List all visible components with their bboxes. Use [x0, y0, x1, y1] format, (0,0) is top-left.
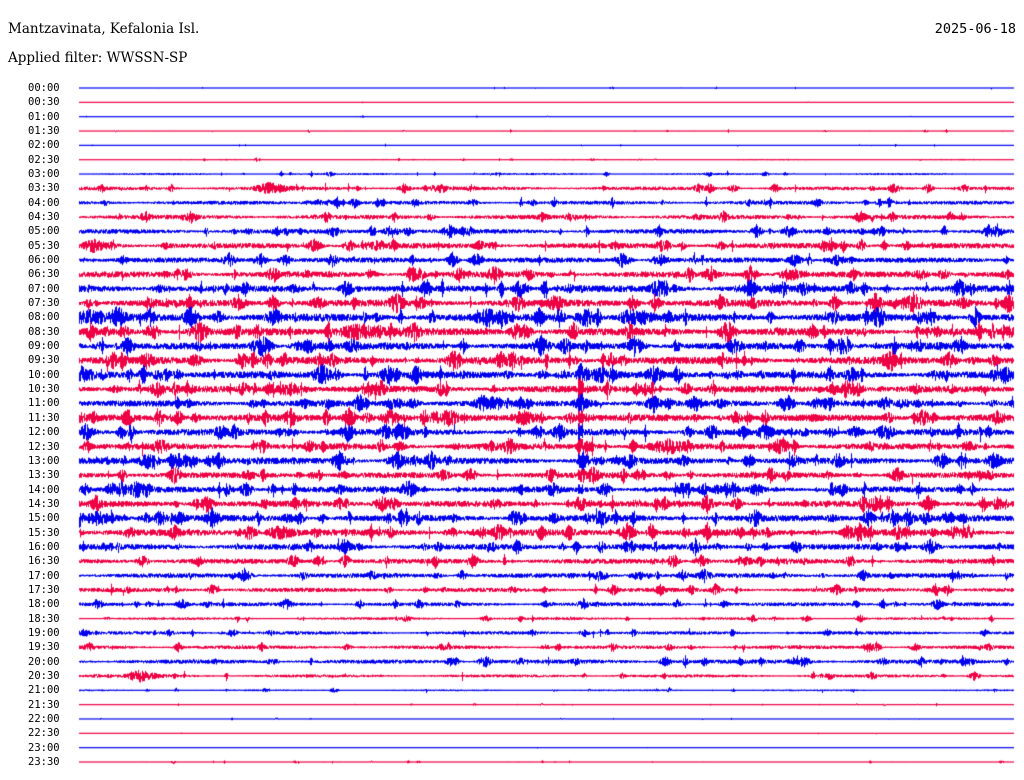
record-date: 2025-06-18: [934, 21, 1016, 37]
time-row-label: 11:00: [28, 397, 60, 410]
time-row-label: 06:00: [28, 254, 60, 267]
time-row-label: 17:00: [28, 569, 60, 582]
time-row-label: 16:00: [28, 540, 60, 553]
time-row-label: 03:00: [28, 168, 60, 181]
time-row-label: 19:30: [28, 641, 60, 654]
time-row-label: 01:00: [28, 110, 60, 123]
time-row-label: 20:30: [28, 669, 60, 682]
time-row-label: 03:30: [28, 182, 60, 195]
time-row-label: 09:00: [28, 340, 60, 353]
time-row-label: 15:30: [28, 526, 60, 539]
time-row-label: 02:00: [28, 139, 60, 152]
applied-filter-label: Applied filter: WWSSN-SP: [8, 50, 188, 66]
time-row-label: 14:00: [28, 483, 60, 496]
time-row-label: 23:00: [28, 741, 60, 754]
helicorder-plot: 00:00 00:30 01:00 01:30 02:00 02:30 03:00 03:30…: [0, 78, 1024, 778]
time-row-label: 07:30: [28, 297, 60, 310]
time-row-label: 05:00: [28, 225, 60, 238]
time-row-label: 08:00: [28, 311, 60, 324]
time-row-label: 07:00: [28, 282, 60, 295]
time-row-label: 17:30: [28, 583, 60, 596]
time-row-label: 12:00: [28, 426, 60, 439]
seismogram-traces: [0, 78, 1024, 778]
time-row-label: 12:30: [28, 440, 60, 453]
time-row-label: 16:30: [28, 555, 60, 568]
time-row-label: 22:30: [28, 727, 60, 740]
time-row-label: 02:30: [28, 153, 60, 166]
time-row-label: 20:00: [28, 655, 60, 668]
time-row-label: 10:30: [28, 383, 60, 396]
time-row-label: 21:30: [28, 698, 60, 711]
time-row-label: 21:00: [28, 684, 60, 697]
time-row-label: 23:30: [28, 756, 60, 768]
time-row-label: 11:30: [28, 411, 60, 424]
time-row-label: 10:00: [28, 368, 60, 381]
time-row-label: 01:30: [28, 125, 60, 138]
time-row-label: 18:30: [28, 612, 60, 625]
time-row-label: 08:30: [28, 325, 60, 338]
time-row-label: 09:30: [28, 354, 60, 367]
time-row-label: 05:30: [28, 239, 60, 252]
time-row-label: 19:00: [28, 626, 60, 639]
time-row-label: 15:00: [28, 512, 60, 525]
time-row-label: 13:30: [28, 469, 60, 482]
station-title: Mantzavinata, Kefalonia Isl.: [8, 21, 200, 37]
time-row-label: 00:30: [28, 96, 60, 109]
time-row-label: 14:30: [28, 497, 60, 510]
time-row-label: 18:00: [28, 598, 60, 611]
time-row-label: 13:00: [28, 454, 60, 467]
time-row-label: 00:00: [28, 82, 60, 94]
time-row-label: 06:30: [28, 268, 60, 281]
time-row-label: 04:00: [28, 196, 60, 209]
time-row-label: 04:30: [28, 211, 60, 224]
time-row-label: 22:00: [28, 712, 60, 725]
